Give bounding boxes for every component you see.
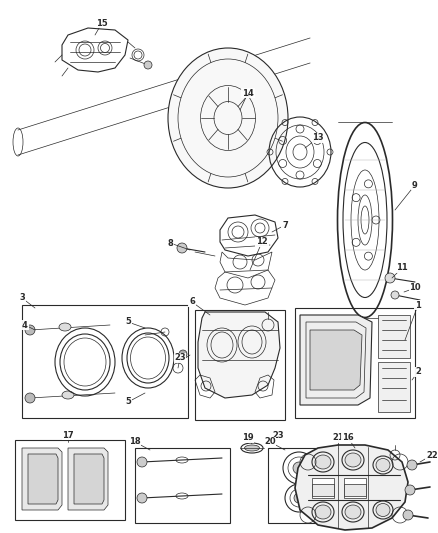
Bar	[344, 484, 366, 496]
Text: 2: 2	[415, 367, 421, 376]
Circle shape	[293, 462, 305, 474]
Text: 23: 23	[174, 353, 186, 362]
Text: 12: 12	[256, 238, 268, 246]
Text: 8: 8	[167, 238, 173, 247]
Text: 23: 23	[272, 432, 284, 440]
Text: 16: 16	[342, 433, 354, 442]
Ellipse shape	[376, 458, 390, 472]
Polygon shape	[295, 445, 408, 530]
Ellipse shape	[345, 453, 361, 467]
Text: 9: 9	[412, 181, 418, 190]
Text: 14: 14	[242, 88, 254, 98]
Polygon shape	[22, 448, 62, 510]
Text: 22: 22	[426, 450, 438, 459]
Circle shape	[144, 61, 152, 69]
Circle shape	[25, 393, 35, 403]
Bar	[312, 478, 334, 498]
Text: 20: 20	[264, 438, 276, 447]
Ellipse shape	[59, 323, 71, 331]
Ellipse shape	[62, 391, 74, 399]
Circle shape	[137, 493, 147, 503]
Ellipse shape	[376, 504, 390, 516]
Text: 13: 13	[312, 133, 324, 142]
Bar	[312, 484, 334, 496]
Text: 17: 17	[62, 431, 74, 440]
Text: 15: 15	[96, 19, 108, 28]
Text: 1: 1	[415, 301, 421, 310]
Polygon shape	[378, 315, 410, 358]
Text: 6: 6	[189, 297, 195, 306]
Bar	[135, 448, 230, 523]
Text: 5: 5	[125, 398, 131, 407]
Bar	[344, 478, 366, 498]
Polygon shape	[332, 445, 344, 453]
Text: 3: 3	[19, 294, 25, 303]
Ellipse shape	[168, 48, 288, 188]
Ellipse shape	[244, 445, 259, 451]
Polygon shape	[28, 454, 58, 504]
Text: 5: 5	[125, 318, 131, 327]
Ellipse shape	[345, 505, 361, 519]
Bar	[268, 448, 330, 523]
Polygon shape	[198, 312, 280, 398]
Ellipse shape	[315, 505, 331, 519]
Circle shape	[294, 493, 304, 503]
Circle shape	[177, 243, 187, 253]
Text: 10: 10	[409, 284, 421, 293]
Text: 11: 11	[396, 263, 408, 272]
Circle shape	[391, 291, 399, 299]
Text: 4: 4	[22, 320, 28, 329]
Polygon shape	[310, 330, 362, 390]
Ellipse shape	[315, 455, 331, 469]
Text: 19: 19	[242, 433, 254, 442]
Polygon shape	[378, 362, 410, 412]
Circle shape	[25, 325, 35, 335]
Circle shape	[179, 350, 187, 358]
Circle shape	[137, 457, 147, 467]
Circle shape	[405, 485, 415, 495]
Text: 21: 21	[332, 433, 344, 442]
Bar	[15, 440, 125, 520]
Polygon shape	[300, 315, 372, 405]
Circle shape	[407, 460, 417, 470]
Text: 7: 7	[282, 221, 288, 230]
Circle shape	[385, 273, 395, 283]
Polygon shape	[68, 448, 108, 510]
Circle shape	[403, 510, 413, 520]
Text: 18: 18	[129, 438, 141, 447]
Polygon shape	[74, 454, 104, 504]
